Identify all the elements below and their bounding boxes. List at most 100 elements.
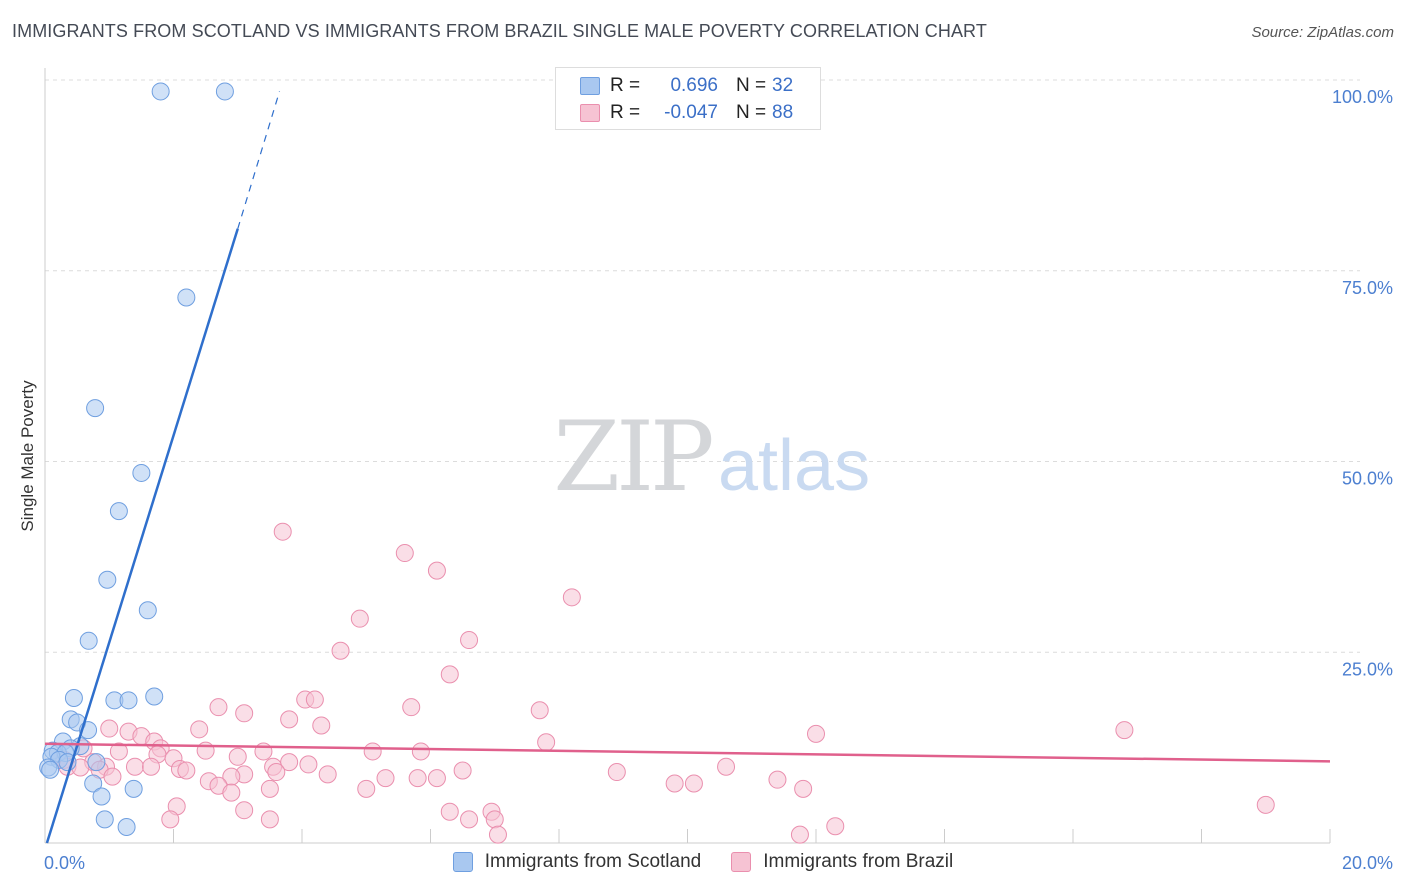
series-swatch-scotland: [452, 852, 473, 872]
brazil-point: [665, 774, 684, 793]
brazil-point: [100, 719, 119, 738]
legend-row-scotland: R = 0.696 N = 32: [580, 73, 793, 99]
scotland-trend-line: [45, 228, 239, 844]
brazil-point: [485, 810, 504, 829]
brazil-point: [427, 561, 446, 580]
brazil-point: [794, 779, 813, 798]
brazil-point: [453, 761, 472, 780]
source-label: Source: ZipAtlas.com: [1251, 24, 1394, 41]
scotland-point: [64, 689, 83, 708]
scotland-point: [86, 399, 105, 418]
brazil-point: [222, 783, 241, 802]
brazil-point: [395, 544, 414, 563]
brazil-point: [607, 763, 626, 782]
chart-title: IMMIGRANTS FROM SCOTLAND VS IMMIGRANTS F…: [12, 21, 987, 41]
scotland-point: [124, 779, 143, 798]
correlation-legend: R = 0.696 N = 32 R = -0.047 N = 88: [555, 67, 821, 130]
brazil-point: [299, 755, 318, 774]
brazil-point: [331, 641, 350, 660]
legend-row-brazil: R = -0.047 N = 88: [580, 100, 793, 126]
scotland-point: [92, 787, 111, 806]
legend-swatch-scotland: [580, 77, 600, 95]
y-tick-label: 100.0%: [1332, 87, 1393, 107]
brazil-point: [209, 698, 228, 717]
scotland-point: [132, 463, 151, 482]
brazil-point: [684, 774, 703, 793]
brazil-point: [280, 710, 299, 729]
legend-n-label: N =: [736, 102, 767, 123]
scotland-point: [145, 687, 164, 706]
brazil-point: [273, 522, 292, 541]
axes: [44, 68, 1331, 844]
brazil-point: [228, 747, 247, 766]
brazil-point: [312, 716, 331, 735]
series-legend-label: Immigrants from Scotland: [484, 851, 702, 872]
brazil-points: [55, 522, 1275, 844]
series-legend-item-scotland: Immigrants from Scotland: [452, 851, 702, 873]
legend-swatch-brazil: [580, 104, 600, 122]
scotland-points: [39, 82, 234, 836]
brazil-point: [440, 802, 459, 821]
series-legend-item-brazil: Immigrants from Brazil: [731, 851, 953, 873]
gridlines: [45, 79, 1360, 653]
x-tick-label: 0.0%: [44, 853, 85, 873]
brazil-point: [488, 825, 507, 844]
brazil-point: [260, 810, 279, 829]
brazil-point: [460, 631, 479, 650]
brazil-point: [235, 801, 254, 820]
brazil-point: [161, 810, 180, 829]
brazil-point: [807, 724, 825, 743]
scotland-point: [87, 753, 106, 772]
legend-r-label: R =: [610, 75, 641, 96]
brazil-point: [411, 742, 430, 761]
watermark-zip: ZIP: [553, 401, 712, 513]
brazil-point: [408, 769, 427, 788]
scotland-point: [84, 774, 103, 793]
series-swatch-brazil: [731, 852, 752, 872]
brazil-point: [177, 761, 196, 780]
legend-r-value: 0.696: [670, 75, 718, 96]
y-axis-label: Single Male Poverty: [18, 380, 37, 532]
y-tick-label: 50.0%: [1342, 469, 1393, 489]
series-legend-label: Immigrants from Brazil: [763, 851, 954, 872]
watermark-atlas: atlas: [718, 426, 870, 506]
brazil-point: [109, 742, 128, 761]
brazil-point: [376, 769, 395, 788]
y-tick-label: 25.0%: [1342, 659, 1393, 679]
scotland-point: [177, 288, 196, 307]
brazil-point: [103, 767, 122, 786]
brazil-point: [125, 757, 144, 776]
brazil-point: [790, 825, 809, 844]
brazil-point: [350, 609, 369, 628]
brazil-point: [363, 742, 382, 761]
brazil-point: [402, 698, 421, 717]
brazil-point: [1256, 795, 1275, 814]
brazil-point: [826, 817, 845, 836]
scotland-point: [98, 570, 117, 589]
scotland-point: [138, 601, 157, 620]
brazil-point: [305, 690, 324, 709]
brazil-point: [235, 704, 254, 723]
brazil-point: [440, 665, 459, 684]
scotland-point: [215, 82, 234, 101]
brazil-point: [530, 701, 549, 720]
brazil-point: [562, 588, 581, 607]
legend-n-value: 88: [772, 102, 794, 123]
scotland-point: [109, 502, 128, 521]
brazil-trend-line: [44, 742, 1331, 763]
trend-lines: [44, 91, 1331, 844]
series-legend: Immigrants from Scotland Immigrants from…: [0, 851, 1406, 873]
scotland-point: [79, 631, 98, 650]
brazil-point: [318, 765, 337, 784]
brazil-point: [460, 810, 479, 829]
brazil-point: [357, 779, 376, 798]
y-tick-label: 75.0%: [1342, 278, 1393, 298]
scotland-point: [119, 691, 138, 710]
legend-n-value: 32: [772, 75, 794, 96]
brazil-point: [1115, 721, 1134, 740]
scotland-point: [95, 810, 114, 829]
scotland-point: [117, 817, 136, 836]
brazil-point: [717, 757, 736, 776]
legend-r-value: -0.047: [664, 102, 718, 123]
